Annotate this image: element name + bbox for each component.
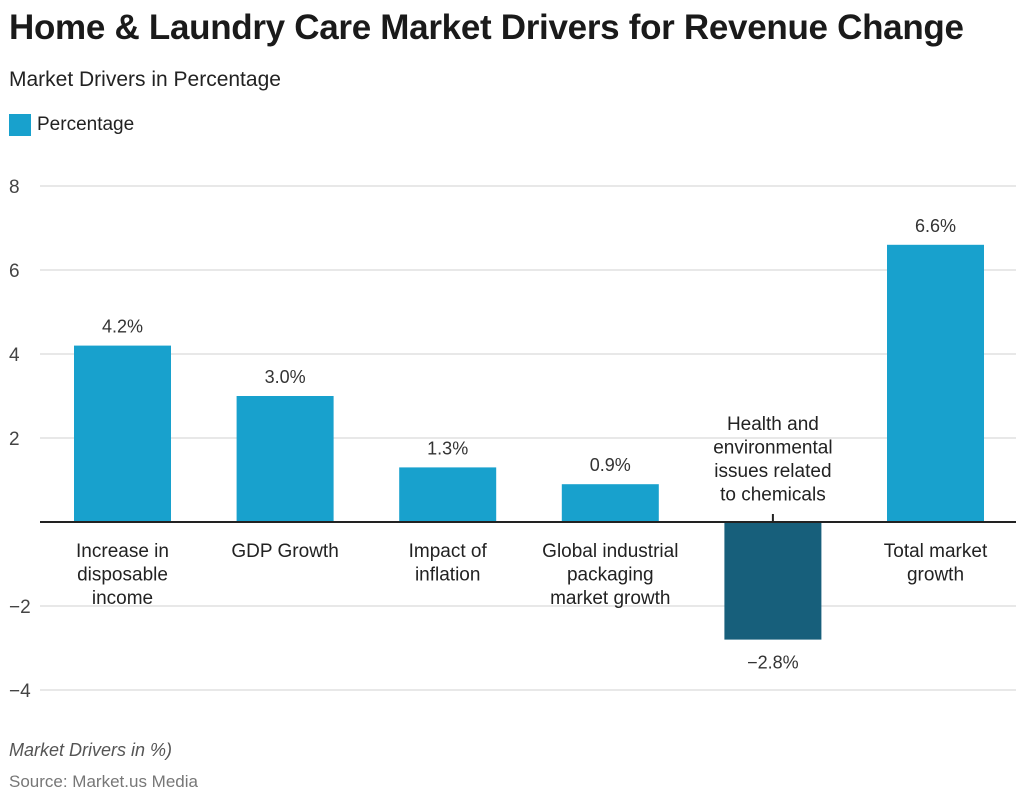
y-tick-label: −2 [9,597,31,618]
bar [236,396,334,522]
bar [561,484,659,522]
y-tick-label: −4 [9,681,31,702]
source: Source: Market.us Media [9,772,198,791]
data-label: 1.3% [427,438,468,458]
x-tick-label: inflation [415,565,481,586]
x-tick-label: market growth [550,588,670,609]
x-tick-label: Global industrial [542,541,678,562]
x-tick-label: environmental [713,438,832,459]
data-label: 0.9% [590,455,631,475]
x-tick-label: income [92,588,153,609]
x-tick-label: issues related [714,461,831,482]
x-tick-label: to chemicals [720,485,826,506]
data-label: 6.6% [915,216,956,236]
y-tick-label: 4 [9,345,20,366]
bar [74,345,171,522]
x-tick-label: Health and [727,414,819,435]
chart-subtitle: Market Drivers in Percentage [9,68,281,91]
y-tick-label: 2 [9,429,20,450]
data-label: −2.8% [747,653,799,673]
legend-swatch [9,114,31,136]
bar [399,467,497,522]
x-tick-label: growth [907,565,964,586]
bar [887,244,984,523]
y-tick-label: 8 [9,177,20,198]
legend-label: Percentage [37,114,135,135]
data-label: 4.2% [102,317,143,337]
bar [724,522,822,640]
legend: Percentage [9,114,134,136]
chart-title: Home & Laundry Care Market Drivers for R… [9,8,964,47]
x-tick-label: Impact of [409,541,488,562]
y-tick-label: 6 [9,261,20,282]
x-tick-label: GDP Growth [231,541,338,562]
x-tick-label: packaging [567,565,654,586]
x-tick-label: Increase in [76,541,169,562]
data-label: 3.0% [265,367,306,387]
x-tick-label: Total market [884,541,988,562]
chart-note: Market Drivers in %) [9,740,173,760]
x-tick-label: disposable [77,565,168,586]
